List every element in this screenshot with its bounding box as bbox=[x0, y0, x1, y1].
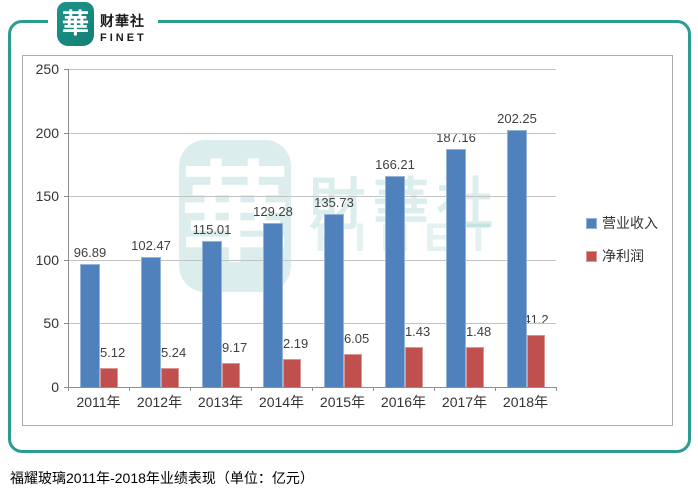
finet-seal-icon: 華 bbox=[57, 2, 94, 46]
profit-bar-2018年 bbox=[527, 334, 545, 387]
x-tick-7 bbox=[556, 387, 557, 391]
finet-logo-text: 财華社 FINET bbox=[100, 11, 147, 44]
x-tick-0 bbox=[68, 387, 69, 391]
revenue-value-2013年: 115.01 bbox=[192, 221, 232, 237]
finet-logo: 華 财華社 FINET bbox=[48, 0, 158, 50]
x-tick-3 bbox=[312, 387, 313, 391]
profit-value-2015年: 26.05 bbox=[336, 330, 370, 346]
x-tick-4 bbox=[373, 387, 374, 391]
revenue-bar-2017年 bbox=[446, 148, 466, 387]
x-axis-label-2012年: 2012年 bbox=[136, 394, 183, 410]
x-axis-label-2014年: 2014年 bbox=[258, 394, 305, 410]
profit-bar-2016年 bbox=[405, 347, 423, 387]
gridline-250 bbox=[68, 69, 556, 70]
y-axis-label-200: 200 bbox=[35, 124, 59, 141]
teal-frame bbox=[8, 20, 691, 453]
profit-value-2012年: 15.24 bbox=[153, 344, 187, 360]
revenue-value-2015年: 135.73 bbox=[314, 195, 354, 211]
y-tick-200 bbox=[64, 132, 68, 134]
profit-bar-2015年 bbox=[344, 353, 362, 387]
profit-bar-2011年 bbox=[100, 367, 118, 387]
y-tick-100 bbox=[64, 259, 68, 261]
legend-item-revenue: 营业收入 bbox=[586, 213, 658, 233]
legend-item-profit: 净利润 bbox=[586, 246, 658, 266]
x-tick-2 bbox=[251, 387, 252, 391]
y-tick-150 bbox=[64, 196, 68, 198]
x-axis-line bbox=[68, 387, 556, 388]
chart-legend: 营业收入 净利润 bbox=[586, 213, 658, 279]
revenue-value-2016年: 166.21 bbox=[375, 156, 415, 172]
gridline-150 bbox=[68, 196, 556, 198]
y-axis-label-250: 250 bbox=[35, 61, 59, 77]
revenue-value-2011年: 96.89 bbox=[73, 244, 107, 260]
revenue-bar-2012年 bbox=[141, 256, 161, 387]
revenue-value-2014年: 129.28 bbox=[253, 203, 293, 219]
profit-value-2013年: 19.17 bbox=[214, 339, 248, 355]
revenue-bar-2016年 bbox=[385, 175, 405, 387]
finet-name-english: FINET bbox=[100, 32, 147, 44]
y-axis-label-150: 150 bbox=[35, 188, 59, 205]
plot-area: 0 50 100 150 200 250 96.89 15.12 2011年 102.47 15.2… bbox=[23, 56, 672, 425]
legend-label-revenue: 营业收入 bbox=[602, 215, 658, 231]
y-axis-label-100: 100 bbox=[35, 251, 59, 268]
y-axis-label-0: 0 bbox=[51, 379, 59, 395]
x-axis-label-2015年: 2015年 bbox=[319, 394, 366, 410]
chart-caption: 福耀玻璃2011年-2018年业绩表现（单位：亿元） bbox=[10, 470, 314, 486]
profit-bar-2012年 bbox=[161, 367, 179, 387]
x-axis-label-2016年: 2016年 bbox=[380, 394, 427, 410]
profit-value-2014年: 22.19 bbox=[275, 335, 309, 351]
profit-value-2016年: 31.43 bbox=[397, 324, 431, 340]
y-tick-50 bbox=[64, 323, 68, 325]
finet-name-chinese: 财華社 bbox=[100, 13, 145, 29]
y-axis-label-50: 50 bbox=[43, 315, 59, 332]
x-axis-label-2013年: 2013年 bbox=[197, 394, 244, 410]
profit-swatch-icon bbox=[586, 250, 597, 262]
y-tick-250 bbox=[64, 69, 68, 70]
profit-value-2011年: 15.12 bbox=[92, 344, 126, 360]
gridline-100 bbox=[68, 259, 556, 261]
profit-value-2018年: 41.2 bbox=[523, 311, 549, 327]
y-tick-0 bbox=[64, 387, 68, 388]
revenue-bar-2013年 bbox=[202, 240, 222, 387]
gridline-50 bbox=[68, 323, 556, 325]
profit-bar-2014年 bbox=[283, 358, 301, 387]
revenue-swatch-icon bbox=[586, 217, 597, 229]
profit-bar-2017年 bbox=[466, 346, 484, 387]
chart-area: 華 財華社 FINET 0 50 100 150 200 250 96.89 15.12 201… bbox=[22, 55, 673, 426]
revenue-bar-2018年 bbox=[507, 129, 527, 387]
profit-value-2017年: 31.48 bbox=[458, 323, 492, 339]
revenue-bar-2011年 bbox=[80, 263, 100, 387]
revenue-bar-2015年 bbox=[324, 214, 344, 387]
x-tick-5 bbox=[434, 387, 435, 391]
revenue-value-2012年: 102.47 bbox=[131, 237, 171, 253]
x-axis-label-2017年: 2017年 bbox=[441, 394, 488, 410]
x-tick-0 bbox=[129, 387, 130, 391]
x-axis-label-2011年: 2011年 bbox=[76, 394, 121, 410]
gridline-200 bbox=[68, 132, 556, 134]
finet-seal-character: 華 bbox=[62, 8, 89, 39]
legend-label-profit: 净利润 bbox=[602, 248, 644, 264]
revenue-value-2017年: 187.16 bbox=[436, 129, 476, 145]
profit-bar-2013年 bbox=[222, 362, 240, 387]
x-axis-label-2018年: 2018年 bbox=[502, 394, 549, 410]
x-tick-1 bbox=[190, 387, 191, 391]
revenue-bar-2014年 bbox=[263, 222, 283, 387]
revenue-value-2018年: 202.25 bbox=[497, 110, 537, 126]
y-axis-line bbox=[68, 69, 69, 387]
x-tick-6 bbox=[495, 387, 496, 391]
